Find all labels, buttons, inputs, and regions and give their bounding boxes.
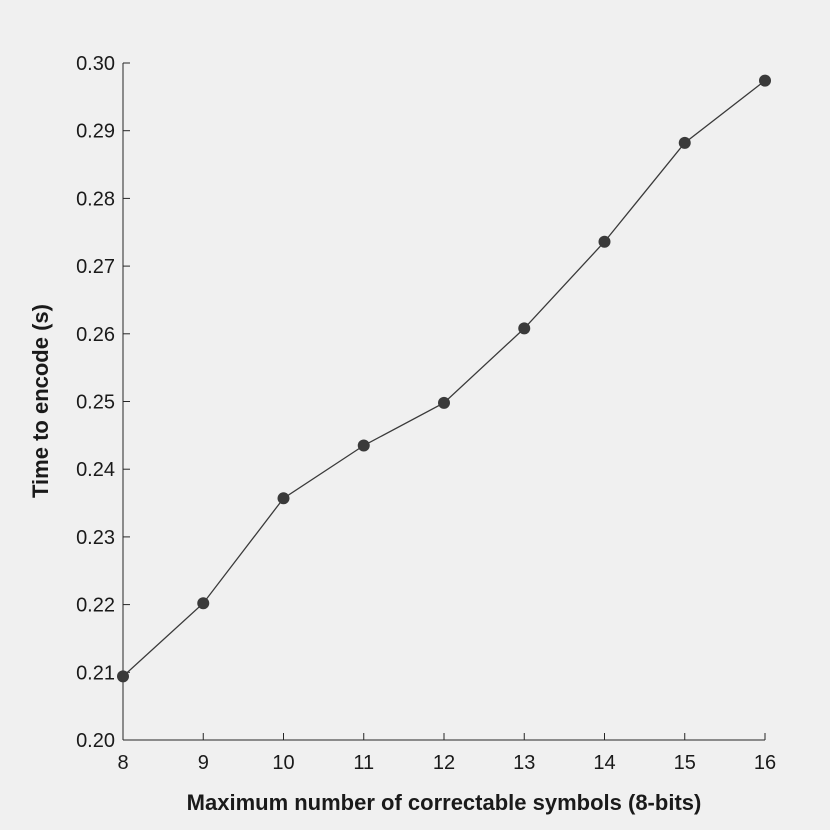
x-tick-label: 12 [433, 752, 455, 774]
data-point [357, 439, 370, 452]
y-tick-label: 0.20 [76, 730, 115, 752]
y-tick-label: 0.27 [76, 256, 115, 278]
y-tick-label: 0.25 [76, 392, 115, 414]
y-tick-label: 0.29 [76, 121, 115, 143]
data-point [518, 322, 531, 335]
x-tick-label: 15 [674, 752, 696, 774]
data-point [117, 670, 129, 683]
data-point [197, 597, 210, 610]
tick-labels: 8 9 10 11 12 13 14 15 16 0.20 0.21 0.22 0.23 0.24 0.25… [76, 53, 776, 774]
data-point [759, 74, 771, 87]
y-axis-label: Time to encode (s) [28, 304, 53, 498]
y-tick-label: 0.28 [76, 188, 115, 210]
data-point [678, 136, 691, 149]
x-tick-label: 16 [754, 752, 776, 774]
y-tick-label: 0.30 [76, 53, 115, 75]
y-tick-label: 0.21 [76, 662, 115, 684]
y-tick-label: 0.23 [76, 527, 115, 549]
data-point [438, 396, 450, 409]
x-axis-label: Maximum number of correctable symbols (8… [187, 790, 702, 815]
data-series [117, 74, 771, 683]
x-tick-label: 8 [117, 752, 128, 774]
data-point [277, 492, 290, 505]
x-tick-label: 11 [353, 752, 374, 774]
data-point [598, 235, 611, 248]
x-tick-label: 14 [593, 752, 615, 774]
series-line [122, 80, 766, 677]
x-tick-label: 9 [198, 752, 209, 774]
x-tick-label: 13 [513, 752, 535, 774]
y-tick-label: 0.26 [76, 324, 115, 346]
y-tick-label: 0.24 [76, 459, 115, 481]
x-tick-label: 10 [272, 752, 294, 774]
y-tick-label: 0.22 [76, 595, 115, 617]
